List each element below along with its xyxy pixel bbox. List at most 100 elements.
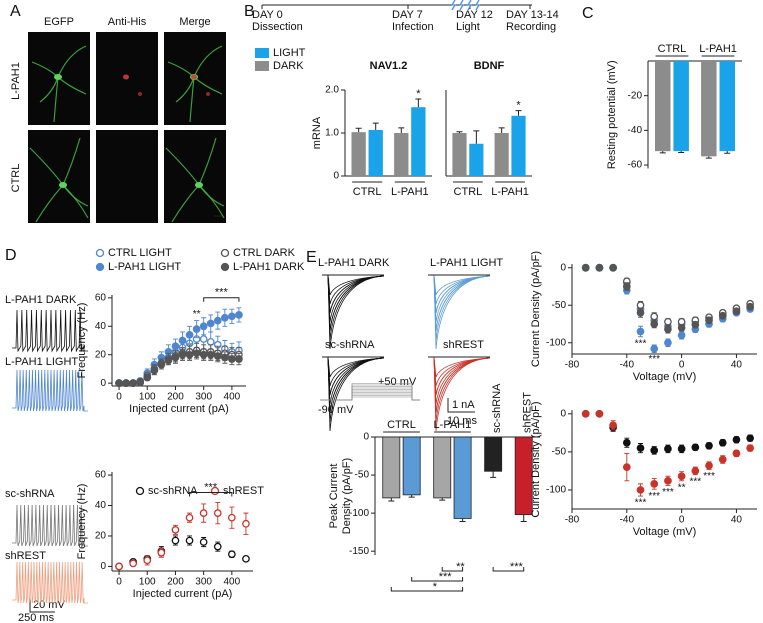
- data-point: [242, 519, 250, 528]
- neurite: [62, 137, 81, 186]
- data-point: [609, 421, 617, 430]
- data-point: [171, 342, 180, 351]
- error-bar: [678, 151, 685, 154]
- significance-bracket: [390, 587, 464, 592]
- significance: ***: [510, 561, 524, 573]
- soma: [195, 182, 203, 188]
- error-bar: [355, 127, 362, 133]
- bar: [673, 61, 689, 152]
- data-point: [220, 353, 229, 362]
- significance: ***: [703, 471, 715, 482]
- bar: [511, 115, 526, 176]
- data-point: [171, 353, 180, 362]
- data-point: [220, 313, 229, 322]
- data-point: [129, 559, 137, 568]
- y-tick-label: 0: [560, 408, 566, 419]
- data-point: [143, 556, 152, 565]
- error-bar: [473, 130, 480, 144]
- data-point: [677, 323, 686, 332]
- data-point: [171, 536, 180, 545]
- y-tick-label: -150: [349, 546, 369, 557]
- bar: [433, 436, 452, 499]
- x-tick-label: 40: [731, 360, 743, 371]
- neurite: [53, 76, 59, 123]
- light-flash: [458, 0, 465, 11]
- data-point: [650, 320, 659, 328]
- x-tick-label: 300: [195, 392, 212, 403]
- data-point: [115, 562, 123, 571]
- data-point: [192, 349, 201, 358]
- current-trace: [322, 356, 385, 387]
- current-trace: [428, 356, 491, 387]
- x-tick-label: 400: [224, 392, 241, 403]
- data-point: [199, 335, 208, 343]
- current-trace: [322, 274, 385, 350]
- data-point: [213, 316, 222, 325]
- neurite: [171, 184, 200, 223]
- data-point: [199, 350, 208, 359]
- data-point: [705, 316, 713, 325]
- data-point: [228, 355, 236, 363]
- bar: [701, 61, 717, 157]
- significance: ***: [204, 481, 218, 493]
- data-point: [746, 444, 754, 452]
- significance: ***: [662, 487, 674, 498]
- trace-label: shREST: [443, 339, 484, 351]
- y-tick-label: 40: [95, 321, 107, 332]
- bar: [469, 143, 484, 176]
- x-tick-label: 0: [116, 577, 122, 588]
- group-label: CTRL: [387, 419, 416, 431]
- neurite: [62, 184, 89, 219]
- y-axis-label: Frequency (Hz): [76, 303, 88, 379]
- data-point: [143, 373, 152, 382]
- micrograph: [28, 130, 90, 223]
- trace-label: L-PAH1 DARK: [318, 257, 390, 269]
- significance: ***: [648, 491, 660, 502]
- data-point: [705, 461, 713, 470]
- data-point: [718, 311, 727, 320]
- significance: **: [193, 309, 201, 320]
- data-point: [636, 444, 645, 452]
- panel-label: C: [582, 5, 594, 22]
- significance: ***: [635, 498, 647, 509]
- x-tick-label: 0: [679, 515, 685, 526]
- significance: *: [516, 100, 521, 112]
- data-point: [171, 526, 180, 534]
- data-point: [664, 338, 672, 347]
- data-point: [178, 336, 187, 345]
- trace-label: sc-shRNA: [5, 488, 55, 500]
- legend-label: DARK: [273, 60, 304, 72]
- legend-label: sc-shRNA: [148, 485, 198, 497]
- significance-bracket: [411, 577, 464, 582]
- neurite: [35, 184, 64, 223]
- x-tick-label: 0: [679, 360, 685, 371]
- data-point: [650, 446, 659, 455]
- chart-title: NAV1.2: [370, 60, 408, 72]
- timeline-day: DAY 13-14: [506, 9, 559, 21]
- data-point: [164, 356, 173, 365]
- neurite: [189, 76, 195, 123]
- data-point: [595, 409, 604, 418]
- protocol-label: +50 mV: [378, 376, 417, 388]
- data-point: [746, 434, 754, 443]
- legend-marker: [220, 262, 230, 272]
- significance-bracket: [189, 491, 233, 497]
- bar: [411, 107, 426, 176]
- data-point: [636, 486, 645, 494]
- data-point: [705, 441, 713, 450]
- y-tick-label: -100: [546, 337, 566, 348]
- group-label: sc-shRNA: [491, 383, 503, 433]
- timeline-day: DAY 0: [252, 9, 283, 21]
- bar: [382, 436, 401, 499]
- significance: ***: [635, 338, 647, 349]
- neurite: [198, 137, 217, 186]
- error-bar: [490, 471, 497, 478]
- y-tick-label: 0: [333, 171, 339, 182]
- chart-title: BDNF: [474, 60, 505, 72]
- data-point: [664, 325, 672, 334]
- timeline-day: DAY 12: [456, 9, 493, 21]
- data-point: [622, 438, 631, 447]
- voltage-trace: [12, 561, 88, 604]
- current-trace: [322, 274, 385, 305]
- x-tick-label: 200: [167, 392, 184, 403]
